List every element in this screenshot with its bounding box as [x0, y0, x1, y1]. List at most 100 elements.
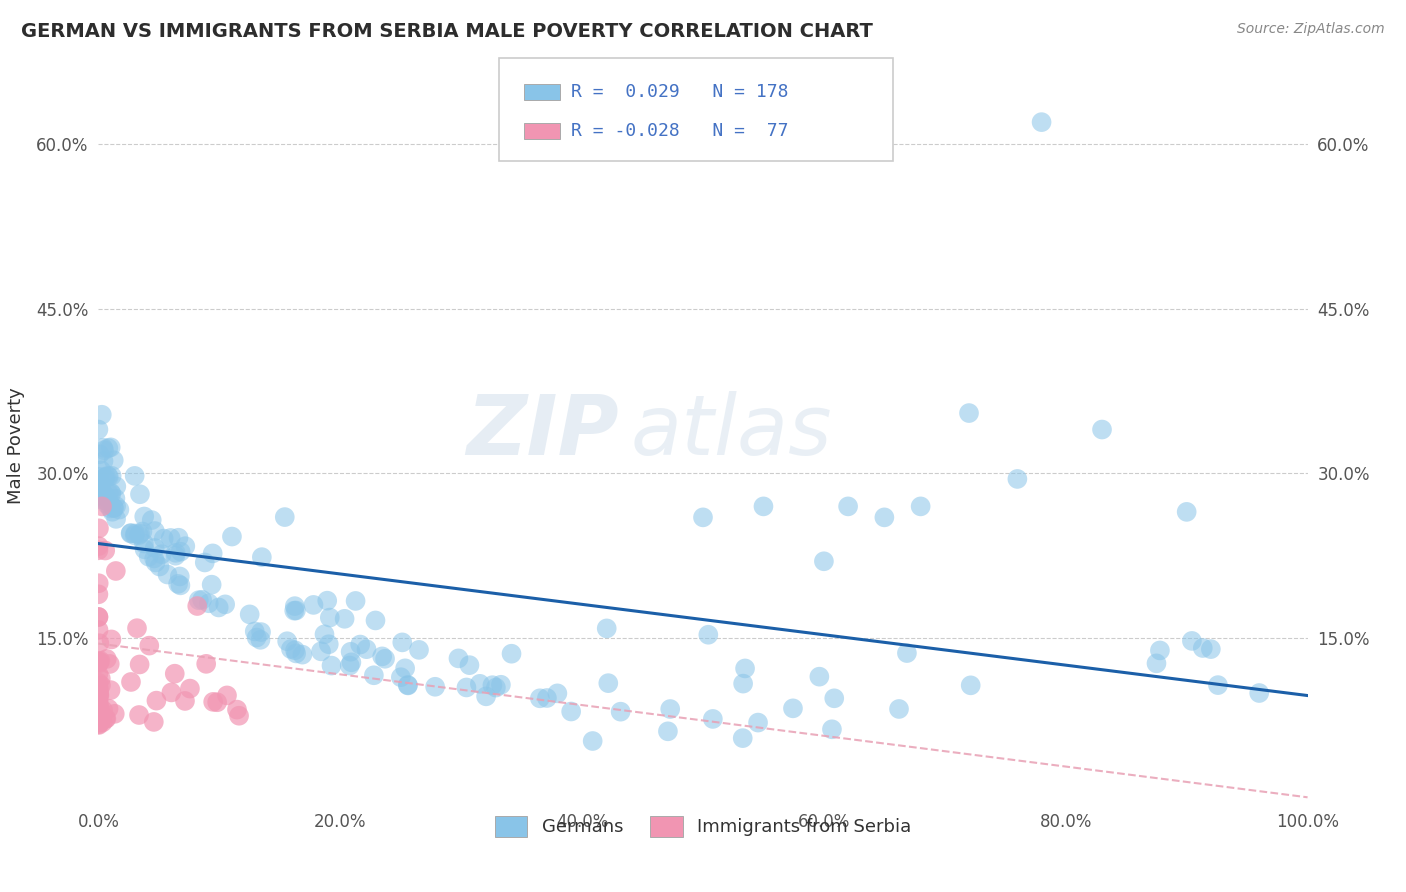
Point	[87, 693, 110, 707]
Point	[104, 706, 127, 721]
Point	[103, 500, 125, 515]
Point	[87, 539, 110, 553]
Point	[87, 587, 110, 601]
Point	[129, 487, 152, 501]
Point	[226, 703, 249, 717]
Point	[485, 681, 508, 695]
Point	[89, 687, 111, 701]
Point	[89, 480, 111, 494]
Point	[87, 576, 110, 591]
Point	[284, 643, 307, 657]
Point	[195, 657, 218, 671]
Point	[319, 610, 342, 624]
Point	[98, 501, 121, 516]
Point	[394, 661, 416, 675]
Point	[93, 454, 115, 468]
Point	[105, 499, 128, 513]
Point	[90, 463, 112, 477]
Point	[356, 642, 378, 657]
Point	[87, 709, 110, 723]
Point	[813, 554, 835, 568]
Point	[87, 521, 110, 535]
Point	[156, 567, 179, 582]
Point	[87, 688, 110, 702]
Point	[89, 711, 111, 725]
Point	[97, 491, 120, 506]
Point	[321, 658, 343, 673]
Point	[120, 526, 142, 541]
Point	[280, 642, 302, 657]
Point	[97, 441, 120, 455]
Point	[91, 500, 114, 514]
Point	[93, 471, 115, 485]
Point	[89, 713, 111, 727]
Point	[128, 528, 150, 542]
Point	[143, 524, 166, 538]
Point	[87, 698, 110, 713]
Point	[215, 689, 238, 703]
Point	[501, 647, 523, 661]
Text: ZIP: ZIP	[465, 392, 619, 472]
Point	[163, 666, 186, 681]
Point	[90, 485, 112, 500]
Point	[104, 491, 127, 506]
Point	[887, 702, 910, 716]
Point	[87, 543, 110, 558]
Point	[174, 539, 197, 553]
Point	[98, 657, 121, 671]
Point	[214, 598, 236, 612]
Point	[821, 723, 844, 737]
Point	[120, 526, 142, 541]
Point	[100, 632, 122, 647]
Point	[87, 610, 110, 624]
Point	[408, 643, 430, 657]
Point	[108, 502, 131, 516]
Point	[89, 475, 111, 490]
Point	[823, 691, 845, 706]
Point	[100, 485, 122, 500]
Point	[87, 482, 110, 496]
Point	[87, 698, 110, 713]
Point	[94, 469, 117, 483]
Point	[87, 655, 110, 669]
Point	[302, 598, 325, 612]
Point	[873, 510, 896, 524]
Point	[187, 593, 209, 607]
Point	[103, 453, 125, 467]
Point	[124, 526, 146, 541]
Point	[582, 734, 605, 748]
Point	[93, 443, 115, 458]
Point	[596, 621, 619, 635]
Point	[145, 556, 167, 570]
Point	[339, 645, 361, 659]
Point	[169, 544, 191, 558]
Point	[609, 705, 631, 719]
Point	[87, 718, 110, 732]
Point	[309, 644, 332, 658]
Point	[100, 468, 122, 483]
Point	[87, 702, 110, 716]
Point	[1007, 472, 1029, 486]
Point	[1249, 686, 1271, 700]
Point	[396, 678, 419, 692]
Point	[808, 670, 831, 684]
Point	[131, 524, 153, 539]
Point	[468, 677, 491, 691]
Point	[97, 468, 120, 483]
Point	[447, 651, 470, 665]
Point	[90, 678, 112, 692]
Point	[1091, 423, 1114, 437]
Point	[318, 637, 340, 651]
Point	[148, 559, 170, 574]
Point	[145, 693, 167, 707]
Point	[692, 510, 714, 524]
Point	[731, 731, 754, 746]
Point	[202, 695, 225, 709]
Point	[87, 481, 110, 495]
Point	[167, 531, 190, 545]
Point	[89, 447, 111, 461]
Point	[201, 546, 224, 560]
Point	[396, 678, 419, 692]
Point	[91, 715, 114, 730]
Point	[87, 715, 110, 730]
